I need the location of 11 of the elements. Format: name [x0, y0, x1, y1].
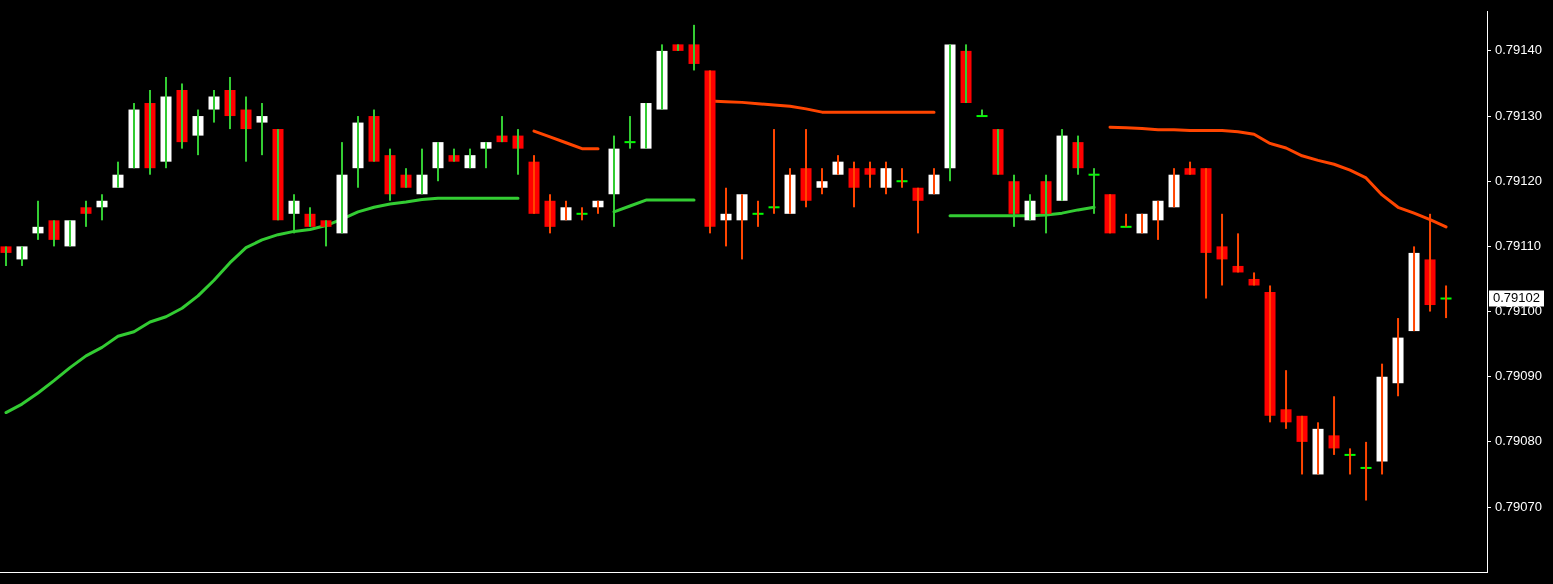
y-tick-label: 0.79110 — [1495, 237, 1542, 253]
y-tick-label: 0.79080 — [1495, 433, 1542, 449]
text: 0.79102 — [1493, 290, 1540, 306]
y-tick-label: 0.79120 — [1495, 172, 1542, 188]
y-tick-label: 0.79130 — [1495, 107, 1542, 123]
candlestick — [976, 108, 988, 118]
candlestick — [1120, 212, 1132, 228]
y-tick-label: 0.79100 — [1495, 303, 1542, 319]
y-tick-label: 0.79070 — [1495, 498, 1542, 514]
y-tick-label: 0.79140 — [1495, 42, 1542, 58]
y-tick-label: 0.79090 — [1495, 368, 1542, 384]
